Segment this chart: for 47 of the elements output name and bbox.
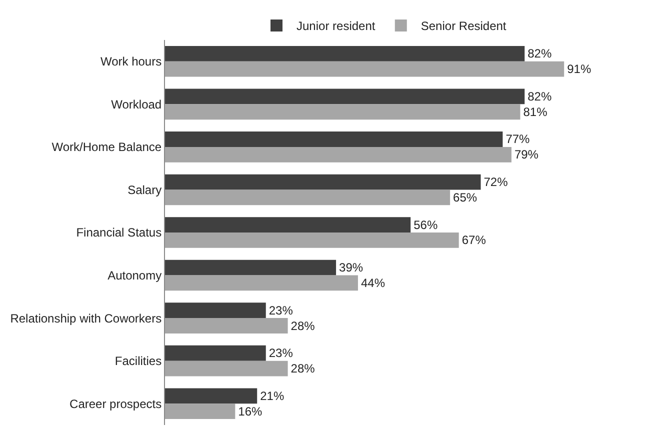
data-label: 56%	[414, 218, 438, 232]
y-tick-label: Relationship with Coworkers	[10, 311, 162, 326]
data-label: 81%	[523, 104, 548, 119]
y-tick-label: Facilities	[114, 354, 162, 368]
bar	[165, 88, 525, 104]
bar	[165, 132, 503, 147]
bar	[165, 190, 450, 206]
bar	[165, 404, 236, 420]
bar	[165, 217, 411, 232]
y-tick-label: Autonomy	[108, 268, 162, 282]
y-tick-label: Salary	[128, 182, 162, 197]
data-label: 82%	[528, 46, 552, 61]
bar	[165, 388, 258, 404]
data-label: 82%	[528, 89, 552, 104]
y-tick-label: Career prospects	[70, 396, 162, 411]
y-tick-label: Work hours	[100, 54, 162, 69]
data-label: 72%	[484, 175, 508, 190]
data-label: 21%	[260, 388, 284, 403]
bar	[165, 61, 564, 77]
bar	[165, 318, 288, 334]
data-label: 65%	[453, 190, 478, 204]
bar	[165, 146, 512, 162]
data-label: 91%	[567, 62, 592, 76]
legend-label: Junior resident	[296, 19, 376, 34]
y-tick-label: Financial Status	[76, 226, 162, 240]
data-label: 67%	[462, 233, 486, 248]
bar	[165, 46, 525, 62]
data-label: 28%	[290, 318, 316, 333]
bar	[165, 275, 358, 291]
data-label: 23%	[268, 303, 294, 318]
data-label: 44%	[360, 276, 386, 290]
data-label: 28%	[290, 362, 316, 376]
bar	[165, 104, 520, 120]
data-label: 16%	[238, 404, 263, 418]
data-label: 23%	[268, 346, 294, 360]
data-label: 79%	[514, 148, 539, 162]
data-label: 39%	[339, 260, 364, 275]
bar	[165, 345, 266, 361]
y-tick-label: Workload	[111, 97, 162, 112]
bar	[165, 260, 336, 276]
bar	[165, 302, 266, 318]
y-tick-label: Work/Home Balance	[52, 140, 162, 154]
bar	[165, 360, 288, 376]
legend-label: Senior Resident	[420, 19, 507, 34]
data-label: 77%	[506, 132, 530, 146]
bar	[165, 174, 481, 190]
bar	[165, 232, 459, 248]
